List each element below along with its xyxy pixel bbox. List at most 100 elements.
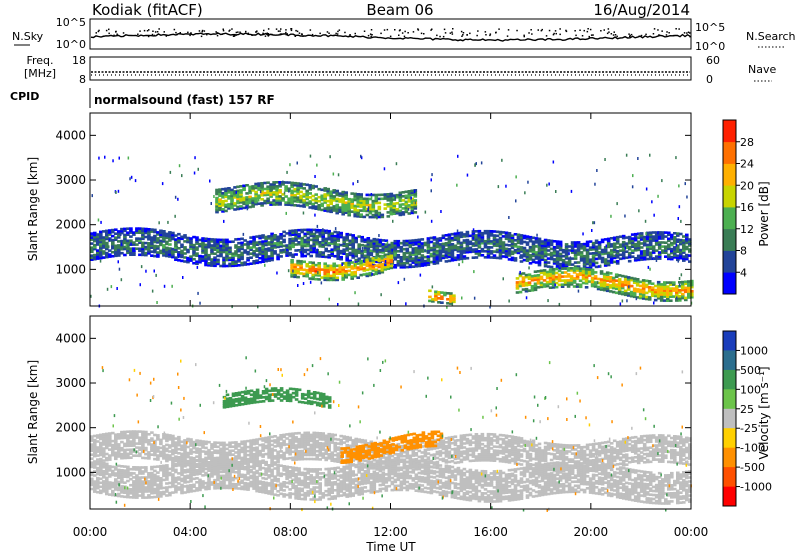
heatmap-cell [432, 447, 437, 450]
noise-search-point [285, 29, 287, 31]
heatmap-cell [225, 443, 229, 447]
noise-search-point [628, 33, 630, 35]
heatmap-cell [266, 191, 270, 195]
heatmap-cell [332, 199, 336, 202]
heatmap-cell [249, 242, 253, 245]
heatmap-cell [690, 293, 694, 297]
heatmap-cell [429, 447, 434, 451]
heatmap-cell [296, 192, 300, 195]
heatmap-cell [218, 192, 222, 195]
noise-search-point [689, 35, 691, 38]
heatmap-cell [408, 456, 413, 460]
heatmap-cell [596, 281, 599, 285]
heatmap-cell [183, 441, 187, 444]
heatmap-cell [384, 456, 389, 460]
heatmap-cell [402, 257, 407, 261]
heatmap-cell [557, 283, 562, 287]
heatmap-cell [450, 232, 455, 236]
heatmap-cell [189, 237, 193, 240]
heatmap-cell [395, 202, 400, 205]
heatmap-cell [240, 458, 244, 462]
heatmap-cell [405, 265, 410, 269]
heatmap-cell [626, 280, 631, 283]
heatmap-cell [647, 288, 652, 291]
heatmap-cell [96, 237, 100, 240]
noise-search-point [485, 34, 487, 36]
heatmap-cell [453, 246, 458, 250]
heatmap-cell [435, 241, 440, 245]
heatmap-cell [147, 242, 151, 245]
heatmap-cell [309, 439, 313, 443]
heatmap-cell [249, 248, 253, 251]
heatmap-cell [667, 239, 671, 243]
heatmap-cell [144, 245, 148, 249]
heatmap-cell [404, 202, 409, 206]
heatmap-cell [123, 454, 127, 458]
heatmap-cell [174, 242, 178, 245]
heatmap-cell [338, 206, 342, 209]
heatmap-cell [138, 227, 142, 230]
heatmap-cell [326, 276, 330, 280]
heatmap-cell [320, 188, 324, 192]
heatmap-cell [213, 248, 217, 251]
heatmap-cell [240, 251, 244, 255]
noise-search-point [348, 35, 350, 37]
heatmap-cell [99, 236, 103, 240]
heatmap-cell [593, 275, 598, 278]
heatmap-cell [570, 247, 575, 250]
heatmap-cell [90, 435, 94, 438]
heatmap-cell [588, 252, 593, 255]
heatmap-cell [641, 291, 646, 294]
heatmap-cell [269, 183, 273, 186]
heatmap-cell [222, 451, 226, 455]
heatmap-cell [486, 238, 491, 241]
heatmap-cell [471, 230, 476, 233]
heatmap-cell [657, 231, 659, 235]
noise-search-point [237, 31, 239, 33]
heatmap-cell [267, 454, 271, 457]
heatmap-cell [423, 241, 428, 245]
heatmap-cell [411, 450, 416, 453]
heatmap-cell [252, 454, 256, 458]
heatmap-cell [120, 278, 123, 282]
heatmap-cell [638, 280, 643, 284]
heatmap-cell [260, 186, 264, 189]
heatmap-cell [305, 203, 309, 207]
heatmap-cell [162, 455, 166, 458]
heatmap-cell [515, 285, 520, 288]
heatmap-cell [254, 186, 258, 190]
heatmap-cell [521, 276, 526, 279]
heatmap-cell [566, 283, 571, 286]
heatmap-cell [210, 264, 214, 267]
heatmap-cell [486, 233, 491, 237]
heatmap-cell [548, 276, 553, 279]
heatmap-cell [591, 241, 596, 245]
heatmap-cell [315, 254, 319, 258]
heatmap-cell [573, 261, 578, 264]
heatmap-cell [266, 187, 270, 190]
heatmap-cell [624, 242, 629, 245]
heatmap-cell [450, 243, 455, 246]
heatmap-cell [552, 258, 557, 261]
heatmap-cell [558, 264, 563, 268]
heatmap-cell [663, 293, 667, 296]
heatmap-cell [174, 449, 178, 452]
heatmap-cell [456, 248, 461, 251]
heatmap-cell [344, 271, 348, 275]
heatmap-cell [389, 200, 394, 204]
heatmap-cell [462, 239, 467, 242]
heatmap-cell [572, 279, 577, 282]
heatmap-cell [680, 219, 682, 223]
heatmap-cell [255, 438, 259, 441]
heatmap-cell [270, 459, 274, 463]
heatmap-cell [375, 260, 380, 264]
heatmap-cell [465, 240, 470, 244]
heatmap-cell [282, 248, 286, 252]
heatmap-cell [330, 232, 334, 235]
heatmap-cell [551, 282, 556, 285]
heatmap-cell [306, 232, 310, 236]
heatmap-cell [537, 255, 542, 259]
heatmap-cell [410, 211, 415, 215]
heatmap-cell [591, 245, 596, 249]
heatmap-cell [159, 251, 163, 255]
